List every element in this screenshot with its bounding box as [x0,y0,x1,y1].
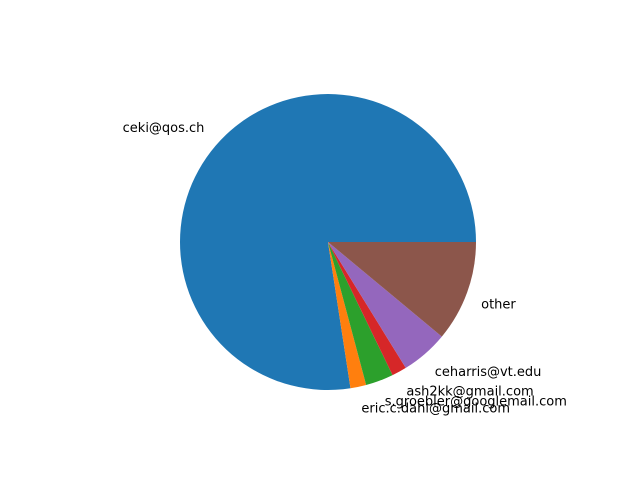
pie-label-ceki-qos-ch: ceki@qos.ch [123,121,205,136]
pie-label-s-groebler-googlemail-com: s.groebler@googlemail.com [385,395,567,410]
pie-label-other: other [481,297,516,312]
pie-slice-ash2kk-gmail-com [328,242,406,376]
pie-slice-other [328,242,476,337]
pie-slices [180,94,476,391]
pie-label-ash2kk-gmail-com: ash2kk@gmail.com [406,385,533,400]
pie-slice-ceki-qos-ch [180,94,476,391]
pie-label-eric-c-dahl-gmail-com: eric.c.dahl@gmail.com [361,401,510,416]
pie-slice-ceharris-vt-edu [328,242,442,368]
pie-slice-s-groebler-googlemail-com [328,242,393,385]
pie-slice-eric-c-dahl-gmail-com [328,242,367,389]
pie-labels: ceki@qos.ch eric.c.dahl@gmail.coms.groebl… [123,121,567,416]
pie-label-ceharris-vt-edu: ceharris@vt.edu [435,365,542,380]
